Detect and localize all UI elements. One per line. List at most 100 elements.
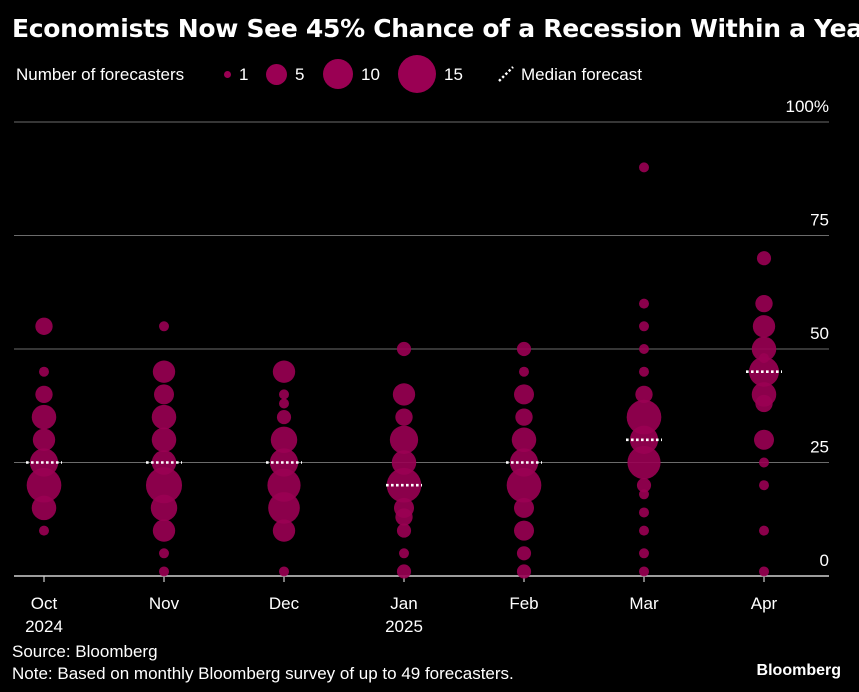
forecast-bubble xyxy=(159,548,169,559)
forecast-bubble xyxy=(759,566,769,577)
y-tick-label: 75 xyxy=(810,211,829,230)
forecast-bubble xyxy=(514,384,534,405)
forecast-bubble xyxy=(629,425,659,454)
forecast-bubble xyxy=(635,385,653,404)
legend-dot-15 xyxy=(398,55,436,93)
x-tick-label: Oct xyxy=(31,594,58,613)
forecast-bubble xyxy=(272,360,296,383)
chart-title: Economists Now See 45% Chance of a Reces… xyxy=(12,14,859,43)
forecast-bubble xyxy=(759,457,769,468)
legend-size-label: Number of forecasters xyxy=(16,65,185,84)
x-tick-label: Nov xyxy=(149,594,180,613)
forecast-bubble xyxy=(396,564,412,579)
footnote: Note: Based on monthly Bloomberg survey … xyxy=(12,664,514,683)
forecast-bubble xyxy=(31,404,57,430)
y-tick-label: 0 xyxy=(820,551,829,570)
legend-median-label: Median forecast xyxy=(521,65,642,84)
forecast-bubble xyxy=(515,408,533,426)
y-tick-label: 100% xyxy=(786,97,829,116)
forecast-bubble xyxy=(152,360,176,383)
forecast-bubble xyxy=(639,489,649,500)
forecast-bubble xyxy=(516,564,532,579)
forecast-bubble xyxy=(267,468,301,502)
forecast-bubble xyxy=(279,398,289,409)
forecast-bubble xyxy=(639,366,649,377)
forecast-bubble xyxy=(639,162,649,173)
forecast-bubble xyxy=(516,546,532,561)
forecast-bubble xyxy=(395,408,413,426)
bloomberg-logo: Bloomberg xyxy=(756,662,841,679)
forecast-bubble xyxy=(269,448,299,477)
forecast-bubble xyxy=(752,315,776,338)
forecast-bubble xyxy=(145,467,183,504)
forecast-bubble xyxy=(39,366,49,377)
forecast-bubble xyxy=(516,341,532,357)
forecast-bubble xyxy=(159,566,169,577)
forecast-bubble xyxy=(31,495,57,521)
forecast-bubble xyxy=(639,566,649,577)
forecast-bubble xyxy=(386,467,422,503)
forecast-bubble xyxy=(151,404,177,430)
forecast-bubble xyxy=(626,399,662,435)
forecast-bubble xyxy=(751,336,777,362)
forecast-bubble xyxy=(279,389,289,400)
forecast-bubble xyxy=(755,394,773,413)
y-tick-label: 25 xyxy=(810,438,829,457)
forecast-bubble xyxy=(276,410,292,425)
forecast-bubble xyxy=(39,525,49,536)
source-note: Source: Bloomberg xyxy=(12,642,158,661)
forecast-bubble xyxy=(627,445,661,480)
forecast-bubble xyxy=(639,548,649,559)
y-tick-label: 50 xyxy=(810,324,829,343)
forecast-bubble xyxy=(154,384,174,405)
x-tick-label: Mar xyxy=(629,594,659,613)
forecast-bubble xyxy=(270,426,298,454)
legend-dot-5 xyxy=(266,64,287,85)
forecast-bubble xyxy=(756,251,772,266)
forecast-bubble xyxy=(279,566,289,577)
forecast-bubble xyxy=(32,428,56,451)
forecast-bubble xyxy=(511,427,537,453)
forecast-bubble xyxy=(392,383,416,406)
legend: Number of forecasters 1 5 10 15 Median f… xyxy=(16,55,716,98)
forecast-bubble xyxy=(754,429,774,450)
x-tick-label: Feb xyxy=(509,594,538,613)
forecast-bubble xyxy=(759,480,769,491)
forecast-bubble xyxy=(759,525,769,536)
x-tick-label: Dec xyxy=(269,594,300,613)
x-tick-sublabel: 2025 xyxy=(385,617,423,636)
median-legend-icon xyxy=(498,66,514,82)
forecast-bubble xyxy=(268,492,300,524)
forecast-bubble xyxy=(152,519,176,542)
forecast-bubble xyxy=(636,478,652,493)
forecast-bubble xyxy=(514,497,534,518)
legend-size-5: 5 xyxy=(295,65,305,84)
forecast-bubble xyxy=(639,298,649,309)
forecast-bubble xyxy=(395,508,413,526)
forecast-bubble xyxy=(396,341,412,357)
legend-size-15: 15 xyxy=(444,65,463,84)
forecast-bubble xyxy=(272,519,296,542)
forecast-bubble xyxy=(519,366,529,377)
forecast-bubble xyxy=(159,321,169,332)
forecast-bubble xyxy=(35,385,53,404)
forecast-bubble xyxy=(639,321,649,332)
legend-dot-1 xyxy=(224,71,231,78)
legend-dot-10 xyxy=(323,59,353,89)
x-tick-label: Jan xyxy=(390,594,417,613)
forecast-bubble xyxy=(391,450,417,475)
legend-size-10: 10 xyxy=(361,65,380,84)
x-tick-label: Apr xyxy=(751,594,778,613)
x-tick-sublabel: 2024 xyxy=(25,617,63,636)
forecast-bubble xyxy=(755,294,773,313)
forecast-bubble xyxy=(399,548,409,559)
forecast-bubble xyxy=(639,525,649,536)
forecast-bubble xyxy=(639,507,649,518)
legend-size-1: 1 xyxy=(239,65,249,84)
forecast-bubble xyxy=(514,520,534,541)
forecast-bubble xyxy=(749,356,779,387)
forecast-bubble xyxy=(396,523,412,538)
forecast-bubble xyxy=(35,317,53,335)
forecast-bubble xyxy=(506,467,542,503)
